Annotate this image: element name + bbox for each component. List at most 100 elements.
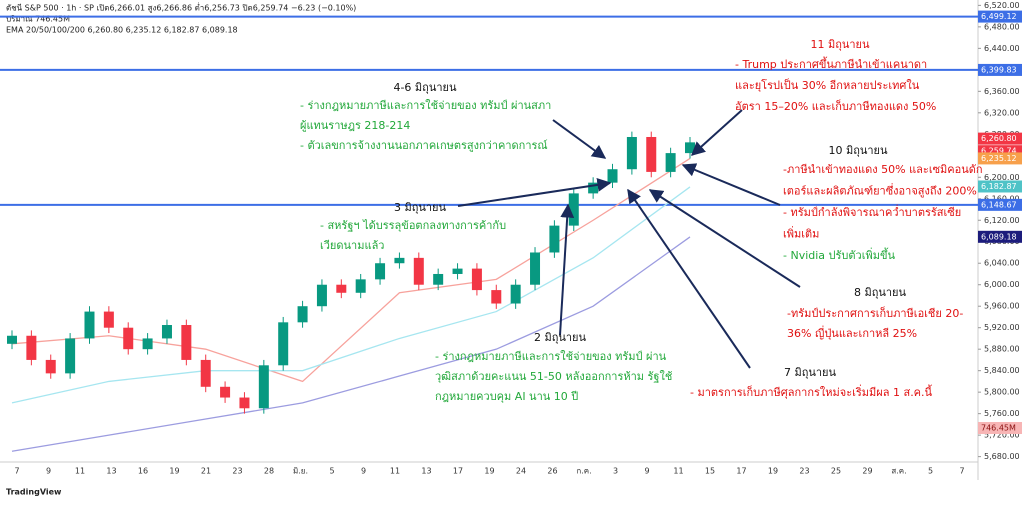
y-tick-label: 5,800.00	[984, 388, 1020, 397]
x-tick-label: 7	[14, 467, 19, 476]
arrow	[690, 109, 743, 156]
annotation-line: - ทรัมป์กำลังพิจารณาคว่ำบาตรรัสเซีย	[783, 204, 961, 219]
x-tick-label: 19	[768, 467, 778, 476]
price-tag	[978, 10, 1022, 23]
candle-body	[646, 136, 657, 172]
annotation-line: - Nvidia ปรับตัวเพิ่มขึ้น	[783, 247, 896, 262]
annotation-line: - มาตรการเก็บภาษีศุลกากรใหม่จะเริ่มมีผล …	[690, 384, 933, 399]
annotation-title: 7 มิถุนายน	[784, 366, 837, 379]
y-tick-label: 5,960.00	[984, 302, 1020, 311]
annotation-line: อัตรา 15–20% และเก็บภาษีทองแดง 50%	[735, 99, 936, 113]
annotation-title: 11 มิถุนายน	[810, 38, 870, 51]
candle-body	[258, 365, 269, 409]
x-tick-label: 13	[421, 467, 431, 476]
y-tick-label: 6,040.00	[984, 259, 1020, 268]
y-tick-label: 6,480.00	[984, 22, 1020, 31]
candle-body	[278, 322, 289, 366]
annotation-title: 10 มิถุนายน	[828, 144, 888, 157]
header-text: EMA 20/50/100/200 6,260.80 6,235.12 6,18…	[6, 26, 238, 35]
y-tick-label: 5,920.00	[984, 323, 1020, 332]
ema-line	[11, 186, 691, 404]
volume-tag	[978, 422, 1022, 434]
annotation-line: -ทรัมป์ประกาศการเก็บภาษีเอเชีย 20-	[787, 306, 963, 320]
candle-body	[7, 335, 17, 344]
x-tick-label: 5	[928, 467, 933, 476]
x-tick-label: 29	[862, 467, 872, 476]
x-tick-label: 24	[516, 467, 526, 476]
x-tick-label: 9	[46, 467, 51, 476]
annotation-line: ผู้แทนราษฎร 218-214	[300, 119, 410, 132]
candle-body	[65, 338, 76, 374]
candle-body	[510, 284, 521, 304]
candle-body	[26, 335, 37, 360]
candle-body	[452, 268, 463, 274]
annotation-line: และยุโรปเป็น 30% อีกหลายประเทศใน	[735, 78, 920, 92]
y-tick-label: 6,440.00	[984, 44, 1020, 53]
annotation-line: เพิ่มเติม	[783, 226, 819, 241]
x-tick-label: 21	[201, 467, 211, 476]
annotation-line: - สหรัฐฯ ได้บรรลุข้อตกลงทางการค้ากับ	[320, 219, 506, 232]
header-text: ดัชนี S&P 500 · 1h · SP เปิด6,266.01 สูง…	[6, 2, 356, 14]
annotation-line: 36% ญี่ปุ่นและเกาหลี 25%	[787, 325, 917, 340]
x-tick-label: 17	[453, 467, 463, 476]
price-tag-label: 6,260.80	[981, 134, 1017, 143]
price-tag-label: 6,259.74	[981, 147, 1017, 156]
x-tick-label: 17	[736, 467, 746, 476]
x-tick-label: 19	[484, 467, 494, 476]
annotation-line: - ตัวเลขการจ้างงานนอกภาคเกษตรสูงกว่าคาดก…	[300, 139, 548, 152]
candle-body	[239, 397, 250, 409]
x-tick-label: 23	[232, 467, 242, 476]
price-tag-label: 6,182.87	[981, 182, 1017, 191]
price-tag-label: 6,148.67	[981, 200, 1017, 209]
y-tick-label: 5,680.00	[984, 452, 1020, 461]
annotation-line: - Trump ประกาศขึ้นภาษีนำเข้าแคนาดา	[735, 56, 927, 71]
candle-body	[685, 142, 695, 154]
price-tag	[978, 152, 1022, 165]
y-tick-label: 6,200.00	[984, 173, 1020, 182]
candle-body	[375, 263, 386, 280]
candle-body	[181, 325, 192, 360]
arrow	[457, 177, 612, 207]
price-tag-label: 6,089.18	[981, 232, 1017, 241]
price-tag	[978, 230, 1022, 243]
x-tick-label: 9	[644, 467, 649, 476]
volume-tag-label: 746.45M	[981, 424, 1016, 433]
price-tag	[978, 132, 1022, 145]
x-tick-label: 9	[361, 467, 366, 476]
arrow	[648, 189, 801, 288]
price-tag	[978, 198, 1022, 211]
y-tick-label: 5,840.00	[984, 366, 1020, 375]
y-tick-label: 6,520.00	[984, 1, 1020, 10]
candle-body	[626, 136, 637, 170]
candle-body	[123, 327, 134, 350]
x-tick-label: 16	[138, 467, 148, 476]
y-tick-label: 6,360.00	[984, 87, 1020, 96]
arrow	[681, 163, 781, 206]
candle-body	[200, 359, 211, 387]
x-tick-label: มิ.ย.	[293, 467, 308, 476]
candle-body	[355, 279, 366, 293]
candle-body	[45, 359, 56, 374]
candle-body	[588, 182, 599, 194]
candle-body	[142, 338, 153, 350]
annotation-line: - ร่างกฎหมายภาษีและการใช้จ่ายของ ทรัมป์ …	[300, 99, 551, 112]
candle-body	[84, 311, 95, 339]
y-tick-label: 6,000.00	[984, 280, 1020, 289]
price-tag-label: 6,399.83	[981, 65, 1017, 74]
candle-body	[433, 273, 444, 285]
candle-body	[491, 290, 502, 304]
annotation-line: วุฒิสภาด้วยคะแนน 51-50 หลังออกการห้าม รั…	[435, 370, 672, 383]
candle-body	[394, 257, 405, 264]
price-tag	[978, 180, 1022, 193]
candle-body	[103, 311, 114, 328]
y-tick-label: 5,760.00	[984, 409, 1020, 418]
x-tick-label: 7	[959, 467, 964, 476]
x-tick-label: 26	[547, 467, 557, 476]
x-tick-label: 19	[169, 467, 179, 476]
arrow	[559, 203, 575, 336]
y-tick-label: 6,120.00	[984, 216, 1020, 225]
x-tick-label: 11	[75, 467, 85, 476]
annotation-title: 3 มิถุนายน	[394, 201, 447, 214]
annotation-line: เตอร์และผลิตภัณฑ์ยาซึ่งอาจสูงถึง 200%	[783, 183, 977, 198]
price-tag-label: 6,499.12	[981, 12, 1017, 21]
